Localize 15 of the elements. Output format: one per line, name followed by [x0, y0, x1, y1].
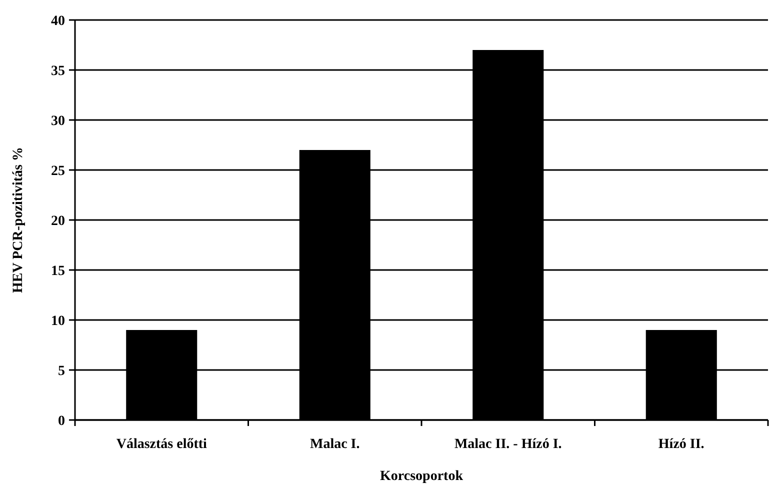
- y-tick-label: 5: [58, 364, 65, 379]
- y-tick-label: 35: [51, 64, 65, 79]
- x-tick-label: Hízó II.: [658, 437, 704, 452]
- y-tick-label: 0: [58, 414, 65, 429]
- x-axis-title: Korcsoportok: [380, 469, 464, 484]
- y-tick-label: 15: [51, 264, 65, 279]
- y-tick-label: 25: [51, 164, 65, 179]
- y-tick-label: 30: [51, 114, 65, 129]
- x-tick-label: Malac II. - Hízó I.: [454, 437, 562, 452]
- x-tick-label: Választás előtti: [116, 437, 208, 452]
- x-tick-label: Malac I.: [310, 437, 360, 452]
- y-tick-label: 40: [51, 14, 65, 29]
- y-tick-label: 20: [51, 214, 65, 229]
- y-tick-label: 10: [51, 314, 65, 329]
- y-axis-title: HEV PCR-pozitivitás %: [11, 147, 26, 293]
